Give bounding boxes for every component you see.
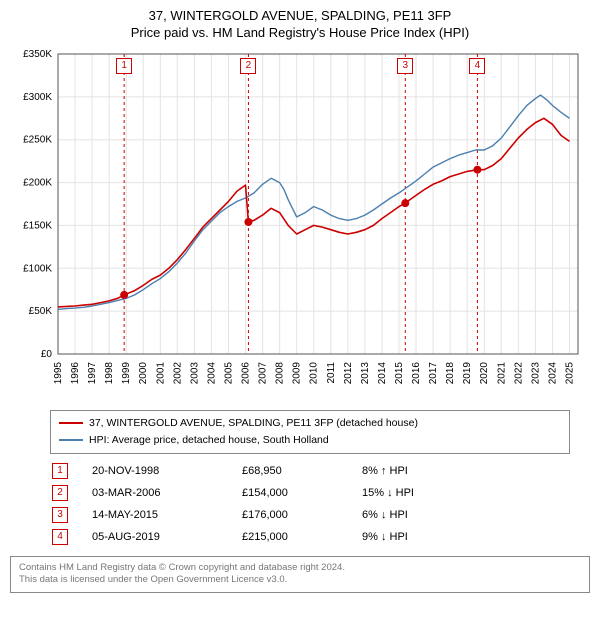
svg-text:2022: 2022 [513,362,524,385]
footer: Contains HM Land Registry data © Crown c… [10,556,590,594]
svg-text:2025: 2025 [564,362,575,385]
svg-text:1999: 1999 [121,362,132,385]
legend-swatch [59,422,83,424]
titles: 37, WINTERGOLD AVENUE, SPALDING, PE11 3F… [0,0,600,44]
svg-text:2015: 2015 [394,362,405,385]
svg-text:1998: 1998 [104,362,115,385]
event-price: £176,000 [240,504,360,526]
svg-text:2005: 2005 [223,362,234,385]
event-date: 05-AUG-2019 [90,526,240,548]
legend-item: 37, WINTERGOLD AVENUE, SPALDING, PE11 3F… [59,415,561,432]
legend-item: HPI: Average price, detached house, Sout… [59,432,561,449]
event-row: 4 05-AUG-2019£215,0009% ↓ HPI [50,526,570,548]
event-number-box: 3 [52,507,68,523]
svg-text:2011: 2011 [326,362,337,384]
event-price: £154,000 [240,482,360,504]
svg-text:2000: 2000 [138,362,149,385]
legend: 37, WINTERGOLD AVENUE, SPALDING, PE11 3F… [50,410,570,454]
chart-container: 37, WINTERGOLD AVENUE, SPALDING, PE11 3F… [0,0,600,593]
event-row: 1 20-NOV-1998£68,9508% ↑ HPI [50,460,570,482]
svg-text:£300K: £300K [23,92,52,103]
chart: £0 £50K £100K £150K £200K £250K £300K £350K 1995… [10,44,590,404]
event-number-box: 1 [52,463,68,479]
event-date: 20-NOV-1998 [90,460,240,482]
event-marker-box: 2 [240,58,256,74]
event-date: 14-MAY-2015 [90,504,240,526]
legend-swatch [59,439,83,441]
svg-text:£50K: £50K [29,306,53,317]
svg-text:2012: 2012 [343,362,354,385]
svg-text:2024: 2024 [547,362,558,385]
svg-text:£150K: £150K [23,220,52,231]
svg-text:2004: 2004 [206,362,217,385]
svg-text:2023: 2023 [530,362,541,385]
event-delta: 15% ↓ HPI [360,482,570,504]
svg-text:£250K: £250K [23,135,52,146]
svg-text:£350K: £350K [23,49,52,60]
title-subtitle: Price paid vs. HM Land Registry's House … [10,25,590,40]
legend-label: HPI: Average price, detached house, Sout… [89,432,329,449]
svg-text:£200K: £200K [23,178,52,189]
event-marker-box: 3 [397,58,413,74]
svg-text:2009: 2009 [292,362,303,385]
svg-text:2021: 2021 [496,362,507,385]
svg-text:2007: 2007 [258,362,269,385]
svg-text:2013: 2013 [360,362,371,385]
svg-text:2016: 2016 [411,362,422,385]
svg-text:2002: 2002 [172,362,183,385]
svg-text:£100K: £100K [23,263,52,274]
event-price: £215,000 [240,526,360,548]
footer-line: This data is licensed under the Open Gov… [19,574,581,587]
svg-text:2017: 2017 [428,362,439,385]
title-address: 37, WINTERGOLD AVENUE, SPALDING, PE11 3F… [10,8,590,23]
footer-line: Contains HM Land Registry data © Crown c… [19,562,581,575]
event-date: 03-MAR-2006 [90,482,240,504]
svg-text:2003: 2003 [189,362,200,385]
event-marker-box: 4 [469,58,485,74]
event-number-box: 4 [52,529,68,545]
svg-text:2018: 2018 [445,362,456,385]
event-delta: 6% ↓ HPI [360,504,570,526]
event-price: £68,950 [240,460,360,482]
svg-text:2019: 2019 [462,362,473,385]
chart-svg: £0 £50K £100K £150K £200K £250K £300K £350K 1995… [10,44,590,404]
svg-text:1995: 1995 [53,362,64,385]
svg-text:1996: 1996 [70,362,81,385]
svg-text:2001: 2001 [155,362,166,385]
event-marker-box: 1 [116,58,132,74]
svg-text:2014: 2014 [377,362,388,385]
svg-text:2010: 2010 [309,362,320,385]
legend-label: 37, WINTERGOLD AVENUE, SPALDING, PE11 3F… [89,415,418,432]
event-row: 2 03-MAR-2006£154,00015% ↓ HPI [50,482,570,504]
event-delta: 9% ↓ HPI [360,526,570,548]
svg-text:2006: 2006 [241,362,252,385]
svg-text:£0: £0 [41,349,53,360]
event-number-box: 2 [52,485,68,501]
svg-text:2008: 2008 [275,362,286,385]
events-table: 1 20-NOV-1998£68,9508% ↑ HPI 2 03-MAR-2006£… [50,460,570,548]
event-delta: 8% ↑ HPI [360,460,570,482]
svg-text:1997: 1997 [87,362,98,385]
svg-text:2020: 2020 [479,362,490,385]
event-row: 3 14-MAY-2015£176,0006% ↓ HPI [50,504,570,526]
